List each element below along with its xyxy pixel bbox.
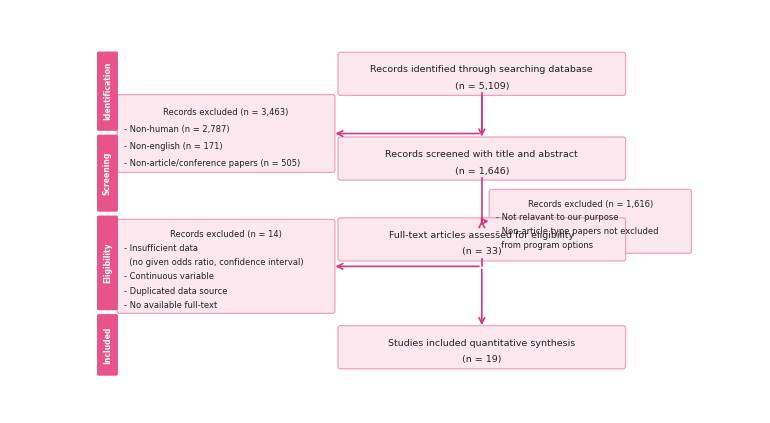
Text: - Non-english (n = 171): - Non-english (n = 171) — [124, 142, 223, 151]
Text: Eligibility: Eligibility — [103, 242, 112, 283]
Text: - Non-article/conference papers (n = 505): - Non-article/conference papers (n = 505… — [124, 159, 300, 168]
Text: - Insufficient data: - Insufficient data — [124, 244, 198, 253]
FancyBboxPatch shape — [97, 52, 118, 131]
FancyBboxPatch shape — [338, 52, 625, 96]
Text: Records excluded (n = 3,463): Records excluded (n = 3,463) — [163, 108, 289, 117]
FancyBboxPatch shape — [97, 314, 118, 376]
Text: Records identified through searching database: Records identified through searching dat… — [370, 65, 593, 74]
Text: from program options: from program options — [496, 241, 593, 250]
Text: (n = 1,646): (n = 1,646) — [454, 167, 509, 176]
Text: Records screened with title and abstract: Records screened with title and abstract — [386, 150, 578, 159]
FancyBboxPatch shape — [117, 95, 335, 173]
Text: (n = 19): (n = 19) — [462, 355, 501, 364]
Text: (n = 5,109): (n = 5,109) — [454, 82, 509, 91]
FancyBboxPatch shape — [97, 135, 118, 212]
Text: (n = 33): (n = 33) — [462, 247, 502, 256]
Text: Studies included quantitative synthesis: Studies included quantitative synthesis — [388, 338, 575, 348]
Text: - Non-article type papers not excluded: - Non-article type papers not excluded — [496, 227, 658, 236]
Text: Records excluded (n = 14): Records excluded (n = 14) — [170, 230, 282, 239]
Text: - Not relavant to our purpose: - Not relavant to our purpose — [496, 213, 618, 222]
Text: Screening: Screening — [103, 151, 112, 195]
FancyBboxPatch shape — [338, 326, 625, 369]
Text: Identification: Identification — [103, 62, 112, 121]
FancyBboxPatch shape — [117, 220, 335, 313]
FancyBboxPatch shape — [97, 216, 118, 310]
Text: Full-text articles assessed for eligibility: Full-text articles assessed for eligibil… — [390, 231, 574, 240]
Text: - No available full-text: - No available full-text — [124, 301, 217, 310]
Text: Included: Included — [103, 326, 112, 364]
Text: - Duplicated data source: - Duplicated data source — [124, 287, 228, 296]
Text: - Non-human (n = 2,787): - Non-human (n = 2,787) — [124, 125, 229, 134]
Text: (no given odds ratio, confidence interval): (no given odds ratio, confidence interva… — [124, 258, 304, 267]
Text: Records excluded (n = 1,616): Records excluded (n = 1,616) — [527, 200, 653, 209]
FancyBboxPatch shape — [338, 137, 625, 180]
FancyBboxPatch shape — [338, 218, 625, 261]
Text: - Continuous variable: - Continuous variable — [124, 272, 214, 281]
FancyBboxPatch shape — [489, 190, 691, 253]
